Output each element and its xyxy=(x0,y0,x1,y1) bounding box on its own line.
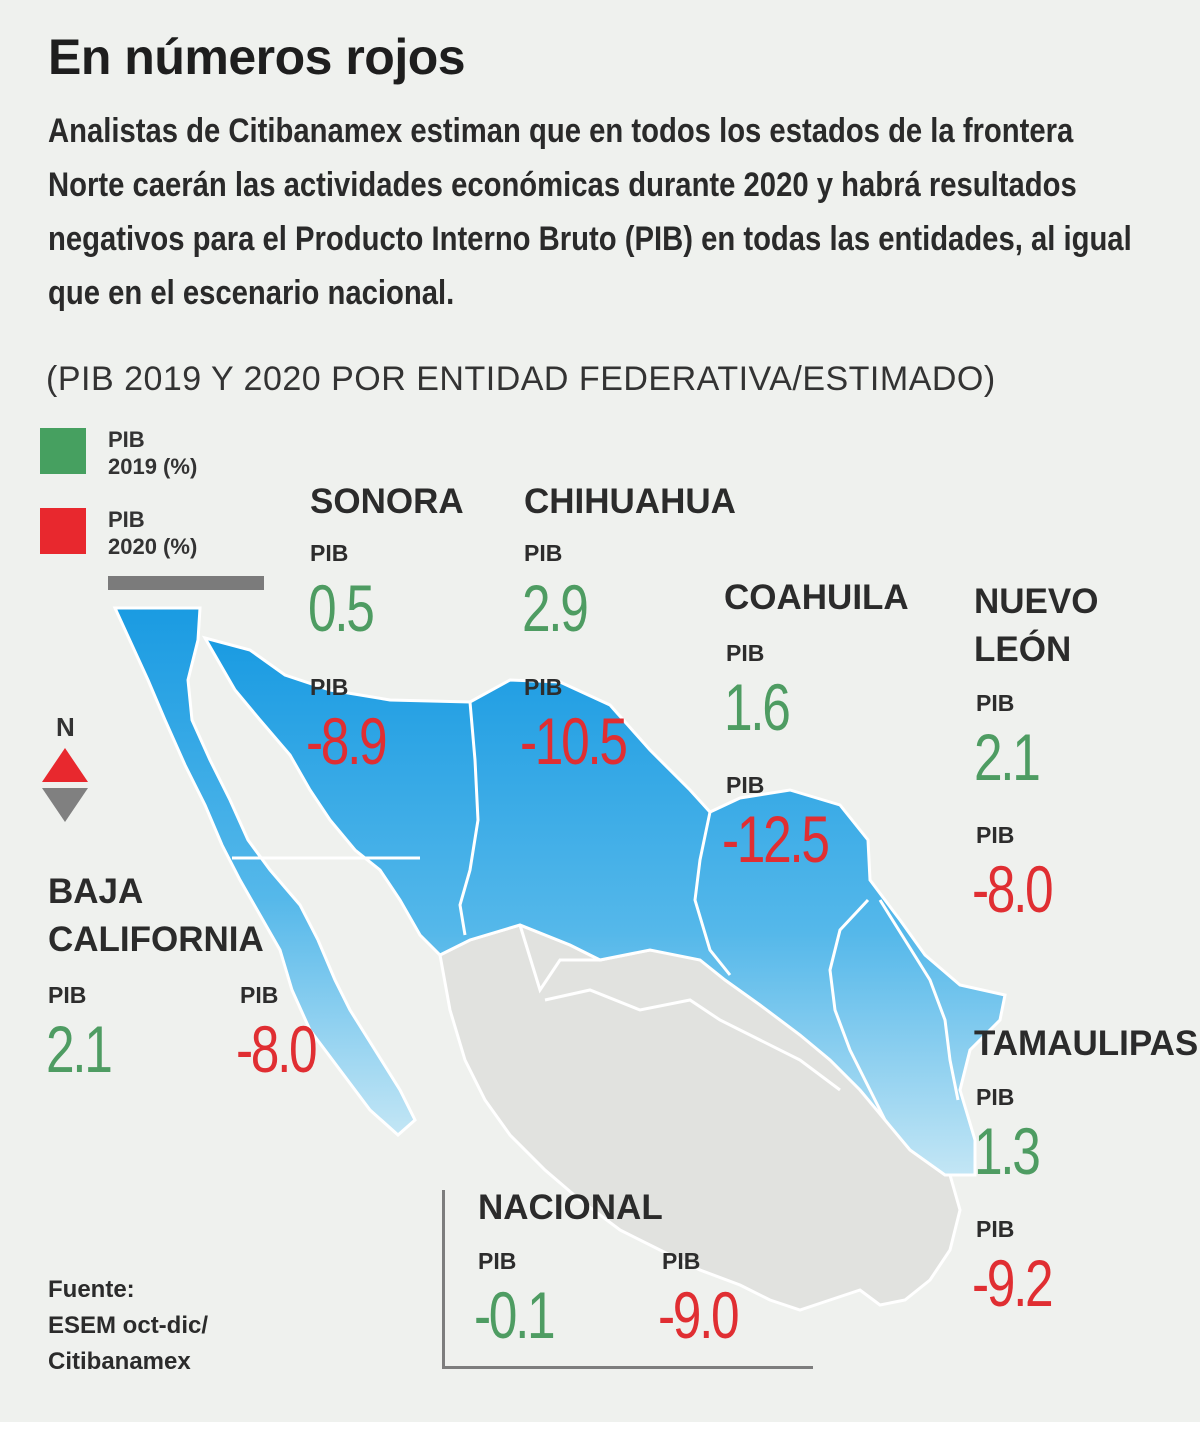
state-name-baja-california: BAJA CALIFORNIA xyxy=(48,868,264,964)
pib-label: PIB xyxy=(524,540,563,566)
pib-label: PIB xyxy=(524,674,563,700)
compass-south-arrow xyxy=(42,788,88,822)
pib-label: PIB xyxy=(48,982,87,1008)
legend-line: 2019 (%) xyxy=(108,454,198,479)
pib-label: PIB xyxy=(478,1248,517,1274)
baja-california-shape xyxy=(112,606,417,1138)
state-name-chihuahua: CHIHUAHUA xyxy=(524,482,736,521)
coahuila-pib-2020: -12.5 xyxy=(722,802,830,876)
nacional-pib-2020: -9.0 xyxy=(658,1278,740,1352)
state-name-line: NUEVO xyxy=(974,582,1099,621)
pib-label: PIB xyxy=(976,1216,1015,1242)
nuevo-leon-pib-2019: 2.1 xyxy=(974,720,1041,794)
northern-states-shape xyxy=(201,635,1007,1177)
pib-label: PIB xyxy=(726,772,765,798)
compass-north-label: N xyxy=(56,712,75,742)
source-line: Fuente: xyxy=(48,1276,135,1303)
compass-north-arrow xyxy=(42,748,88,782)
legend-divider xyxy=(108,576,264,590)
baja-california-pib-2019: 2.1 xyxy=(46,1012,113,1086)
nacional-frame xyxy=(442,1190,813,1369)
subtitle-line: Analistas de Citibanamex estiman que en … xyxy=(48,112,1074,150)
infographic-subtitle: Analistas de Citibanamex estiman que en … xyxy=(48,104,1175,320)
subtitle-line: Norte caerán las actividades económicas … xyxy=(48,166,1077,204)
state-name-line: BAJA xyxy=(48,872,144,911)
pib-label: PIB xyxy=(310,674,349,700)
pib-label: PIB xyxy=(976,1084,1015,1110)
state-boundary-line xyxy=(544,988,841,1092)
sonora-pib-2020: -8.9 xyxy=(306,704,388,778)
infographic-title: En números rojos xyxy=(48,29,466,85)
legend-line: PIB xyxy=(108,507,145,532)
state-name-line: CALIFORNIA xyxy=(48,920,264,959)
legend-swatch-2020 xyxy=(40,508,86,554)
data-note: (PIB 2019 Y 2020 POR ENTIDAD FEDERATIVA/… xyxy=(46,360,996,398)
state-name-nuevo-leon: NUEVO LEÓN xyxy=(974,578,1098,674)
source-line: Citibanamex xyxy=(48,1348,191,1375)
legend-swatch-2019 xyxy=(40,428,86,474)
legend-label-2020: PIB 2020 (%) xyxy=(108,506,197,560)
legend-line: PIB xyxy=(108,427,145,452)
state-boundary-line xyxy=(693,811,732,976)
state-name-nacional: NACIONAL xyxy=(478,1188,663,1227)
state-name-sonora: SONORA xyxy=(310,482,464,521)
nacional-pib-2019: -0.1 xyxy=(474,1278,556,1352)
nuevo-leon-pib-2020: -8.0 xyxy=(972,852,1054,926)
pib-label: PIB xyxy=(310,540,349,566)
source-note: Fuente: ESEM oct-dic/ Citibanamex xyxy=(48,1272,208,1380)
pib-label: PIB xyxy=(976,822,1015,848)
state-boundary-line xyxy=(458,701,480,936)
state-boundary-line xyxy=(518,924,600,994)
sonora-pib-2019: 0.5 xyxy=(308,571,375,645)
chihuahua-pib-2019: 2.9 xyxy=(522,571,589,645)
legend-label-2019: PIB 2019 (%) xyxy=(108,426,197,480)
pib-label: PIB xyxy=(662,1248,701,1274)
state-boundary-line xyxy=(828,898,887,1121)
pib-label: PIB xyxy=(976,690,1015,716)
baja-california-pib-2020: -8.0 xyxy=(236,1012,318,1086)
legend-line: 2020 (%) xyxy=(108,534,198,559)
tamaulipas-pib-2020: -9.2 xyxy=(972,1246,1054,1320)
state-name-line: LEÓN xyxy=(974,630,1072,669)
pib-label: PIB xyxy=(240,982,279,1008)
source-line: ESEM oct-dic/ xyxy=(48,1312,209,1339)
tamaulipas-pib-2019: 1.3 xyxy=(974,1114,1041,1188)
coahuila-pib-2019: 1.6 xyxy=(724,670,791,744)
subtitle-line: negativos para el Producto Interno Bruto… xyxy=(48,220,1132,258)
pib-label: PIB xyxy=(726,640,765,666)
state-name-tamaulipas: TAMAULIPAS xyxy=(974,1024,1199,1063)
state-boundary-line xyxy=(878,899,960,1101)
chihuahua-pib-2020: -10.5 xyxy=(520,704,628,778)
state-name-coahuila: COAHUILA xyxy=(724,578,909,617)
subtitle-line: que en el escenario nacional. xyxy=(48,274,455,312)
